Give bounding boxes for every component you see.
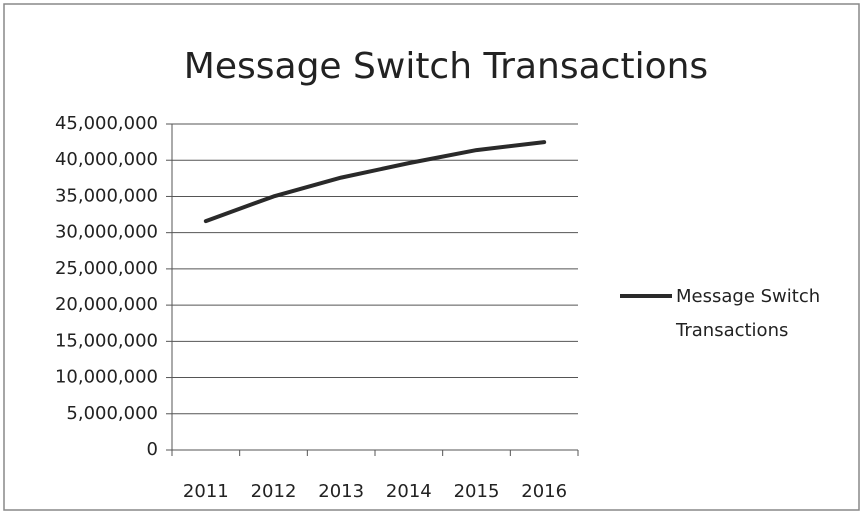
y-tick-label: 10,000,000 (55, 367, 158, 388)
y-tick-label: 15,000,000 (55, 330, 158, 351)
data-line (203, 140, 547, 224)
x-tick-label: 2016 (521, 481, 567, 502)
x-tick-label: 2015 (454, 481, 500, 502)
x-tick-label: 2011 (183, 481, 229, 502)
y-tick-label: 45,000,000 (55, 113, 158, 134)
y-tick-label: 30,000,000 (55, 222, 158, 243)
y-tick-label: 35,000,000 (55, 185, 158, 206)
y-tick-label: 40,000,000 (55, 149, 158, 170)
legend-label: Message Switch Transactions (676, 286, 821, 341)
x-tick-label: 2012 (251, 481, 297, 502)
y-tick-label: 0 (147, 439, 158, 460)
chart-title: Message Switch Transactions (184, 46, 708, 87)
x-tick-label: 2013 (318, 481, 364, 502)
chart-border (3, 3, 860, 511)
y-tick-label: 5,000,000 (66, 403, 158, 424)
y-tick-label: 25,000,000 (55, 258, 158, 279)
y-tick-label: 20,000,000 (55, 294, 158, 315)
x-tick-label: 2014 (386, 481, 432, 502)
